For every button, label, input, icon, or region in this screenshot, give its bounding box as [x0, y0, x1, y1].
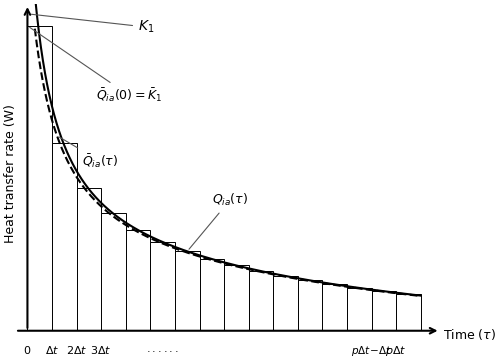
Bar — [76, 188, 101, 331]
Text: $\bar{Q}_{ia}(\tau)$: $\bar{Q}_{ia}(\tau)$ — [60, 137, 118, 170]
Bar — [298, 280, 322, 331]
Bar — [248, 271, 274, 331]
Bar — [274, 276, 298, 331]
Text: $K_1$: $K_1$ — [32, 14, 154, 35]
Bar — [224, 265, 248, 331]
Text: $......$: $......$ — [146, 344, 179, 354]
Text: $Q_{ia}(\tau)$: $Q_{ia}(\tau)$ — [189, 192, 248, 249]
Bar — [322, 284, 347, 331]
Bar — [101, 213, 126, 331]
Text: Time $(\tau)$: Time $(\tau)$ — [443, 327, 496, 342]
Bar — [52, 143, 76, 331]
Bar — [175, 251, 200, 331]
Bar — [28, 26, 52, 331]
Bar — [200, 259, 224, 331]
Bar — [396, 294, 421, 331]
Text: $0$: $0$ — [24, 344, 32, 356]
Bar — [126, 230, 150, 331]
Bar — [372, 291, 396, 331]
Text: Heat transfer rate (W): Heat transfer rate (W) — [4, 104, 16, 243]
Text: $2\Delta t$: $2\Delta t$ — [66, 344, 88, 356]
Text: $\Delta t$: $\Delta t$ — [45, 344, 59, 356]
Text: $3\Delta t$: $3\Delta t$ — [90, 344, 112, 356]
Bar — [347, 288, 372, 331]
Text: $p\Delta t\!-\!\Delta t$: $p\Delta t\!-\!\Delta t$ — [352, 344, 392, 358]
Text: $p\Delta t$: $p\Delta t$ — [386, 344, 407, 358]
Bar — [150, 242, 175, 331]
Text: $\bar{Q}_{ia}(0)=\bar{K}_1$: $\bar{Q}_{ia}(0)=\bar{K}_1$ — [30, 27, 162, 104]
